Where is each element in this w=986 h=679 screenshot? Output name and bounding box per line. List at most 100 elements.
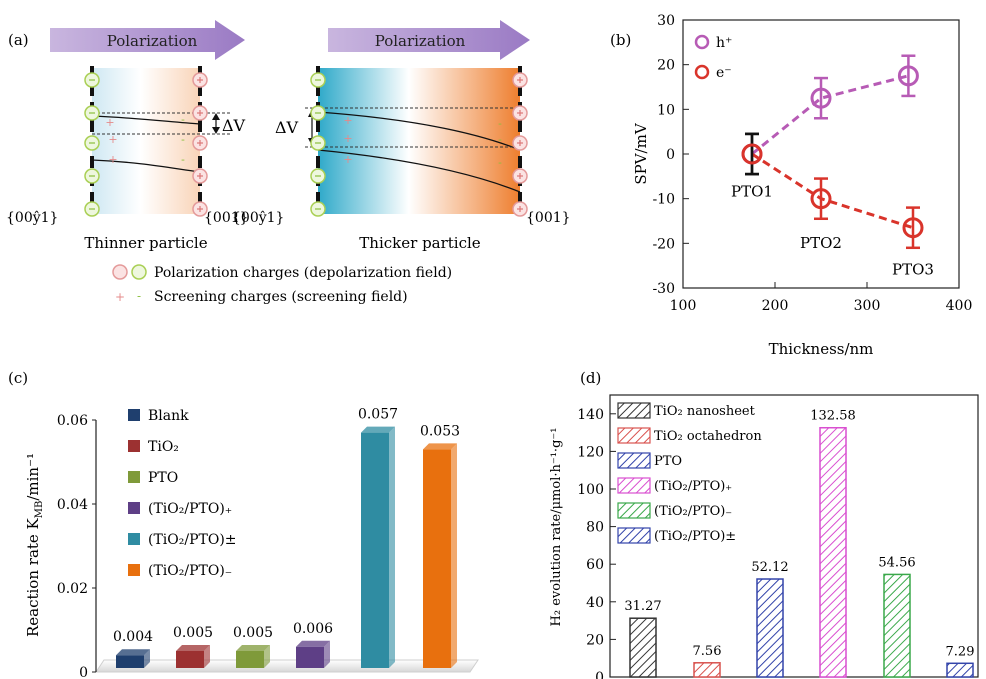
c-legend-label-5: (TiO₂/PTO)₋ [148, 563, 232, 579]
c-bar-top-5 [423, 443, 457, 450]
b-point-1-2 [902, 217, 924, 239]
b-point-1-1 [810, 188, 832, 210]
thin-facet-left: {00ŷ1} [6, 209, 58, 226]
panel-d-ylabel: H₂ evolution rate/μmol·h⁻¹·g⁻¹ [549, 428, 564, 627]
panel-b-series: PTO1 PTO2 PTO3 [731, 54, 934, 279]
d-legend-swatch-0 [617, 402, 651, 419]
c-bar-3 [296, 646, 324, 668]
screening-charge-1: + [108, 133, 117, 146]
legend-polarization-text: Polarization charges (depolarization fie… [154, 265, 452, 281]
polarization-charges: + + + + + + - - - - - - [84, 72, 528, 217]
thin-particle-caption: Thinner particle [84, 234, 207, 252]
panel-c-label: (c) [8, 369, 28, 387]
d-legend-swatch-3 [617, 477, 651, 494]
b-legend-marker-0 [694, 34, 710, 50]
d-legend-swatch-4 [617, 502, 651, 519]
c-bar-top-2 [236, 645, 270, 651]
c-legend-label-4: (TiO₂/PTO)± [148, 532, 237, 548]
panel-a-label: (a) [8, 31, 29, 49]
polarization-label-right: Polarization [375, 32, 466, 50]
c-legend-swatch-3 [128, 502, 140, 514]
thick-delta-v-label: ΔV [275, 118, 299, 137]
d-legend-label-2: PTO [654, 454, 682, 469]
c-legend-label-0: Blank [148, 408, 189, 424]
b-series-line-1 [751, 152, 914, 230]
thick-band-lower [317, 149, 521, 193]
screening-charge-3: + [343, 114, 352, 127]
c-bar-4 [361, 432, 389, 668]
thick-particle-caption: Thicker particle [359, 234, 481, 252]
thin-delta-v-arrow-down [212, 127, 220, 134]
c-legend-label-3: (TiO₂/PTO)₊ [148, 501, 232, 517]
legend-pos-charge-icon [131, 264, 147, 280]
legend-neg-charge-icon [112, 264, 128, 280]
c-ytick-label: 0.02 [57, 581, 88, 597]
screening-charge-5: - [498, 156, 502, 169]
thin-delta-v-label: ΔV [222, 116, 246, 135]
panel-a: (a) Polarization Polarization ΔV {00ŷ1} … [6, 20, 571, 305]
panel-b-label: (b) [610, 31, 631, 49]
d-ytick-label: 100 [577, 482, 604, 498]
d-bar-2 [756, 578, 784, 678]
thin-band-lower [91, 159, 201, 173]
c-ytick-label: 0 [79, 665, 88, 679]
screening-charge-0: - [181, 113, 185, 126]
thin-facet-right: {001} [204, 210, 249, 226]
panel-b-xlabel: Thickness/nm [769, 340, 874, 358]
d-legend-label-1: TiO₂ octahedron [654, 429, 762, 444]
d-legend-swatch-2 [617, 452, 651, 469]
d-value-label-0: 31.27 [624, 599, 661, 614]
b-point-0-1 [810, 87, 832, 109]
c-ytick-label: 0.04 [57, 497, 88, 513]
b-xtick-label: 100 [670, 298, 697, 314]
c-value-label-5: 0.053 [420, 423, 460, 439]
d-legend-label-0: TiO₂ nanosheet [654, 404, 756, 419]
c-value-label-4: 0.057 [358, 407, 398, 423]
c-bar-side-2 [264, 645, 270, 668]
panel-d: (d) 0 20 40 60 80 100 120 140 31.27 7.56 52.12 132… [549, 369, 979, 679]
panel-c-floor [95, 659, 479, 673]
c-bar-1 [176, 651, 204, 668]
c-legend-swatch-4 [128, 533, 140, 545]
screening-charge-3: - [498, 117, 502, 130]
c-bar-top-4 [361, 426, 395, 433]
c-value-label-0: 0.004 [113, 629, 153, 645]
thick-particle-body [318, 68, 520, 214]
b-point-label-0: PTO1 [731, 182, 773, 200]
d-value-label-2: 52.12 [751, 560, 788, 575]
b-xtick-label: 200 [762, 298, 789, 314]
b-point-label-1: PTO2 [800, 234, 842, 252]
b-legend-marker-1 [694, 64, 710, 80]
screening-charge-1: - [181, 133, 185, 146]
c-legend-label-1: TiO₂ [148, 439, 179, 455]
b-ytick-label: 30 [657, 13, 675, 29]
c-legend-swatch-0 [128, 409, 140, 421]
c-bar-side-3 [324, 640, 330, 668]
c-value-label-1: 0.005 [173, 625, 213, 641]
thin-delta-v-arrow-up [212, 113, 220, 120]
d-legend-label-3: (TiO₂/PTO)₊ [654, 479, 732, 494]
c-legend-swatch-2 [128, 471, 140, 483]
b-legend-label-1: e⁻ [716, 65, 732, 81]
b-xtick-label: 400 [946, 298, 973, 314]
c-bar-side-4 [389, 426, 395, 668]
b-ytick-label: -10 [652, 192, 675, 208]
thin-band-upper [91, 115, 201, 125]
panel-c-ylabel: Reaction rate KMB/min⁻¹ [24, 453, 45, 637]
screening-charge-5: + [343, 153, 352, 166]
d-bar-3 [819, 426, 847, 678]
c-bar-top-0 [116, 649, 150, 656]
b-ytick-label: 20 [657, 58, 675, 74]
c-ytick-label: 0.06 [57, 413, 88, 429]
d-bar-1 [693, 662, 721, 678]
d-legend-swatch-5 [617, 527, 651, 544]
b-xtick-label: 300 [854, 298, 881, 314]
panel-c-ylabel-sub: MB [34, 501, 45, 519]
screening-charge-4: + [343, 132, 352, 145]
panel-d-bars: 31.27 7.56 52.12 132.58 54.56 7.29 [624, 409, 974, 678]
legend-screen-minus-icon: - [137, 289, 141, 303]
c-bar-side-5 [451, 443, 457, 668]
b-point-1-0 [741, 143, 763, 165]
panel-d-legend: TiO₂ nanosheet TiO₂ octahedron PTO (TiO₂/PT… [617, 402, 762, 544]
